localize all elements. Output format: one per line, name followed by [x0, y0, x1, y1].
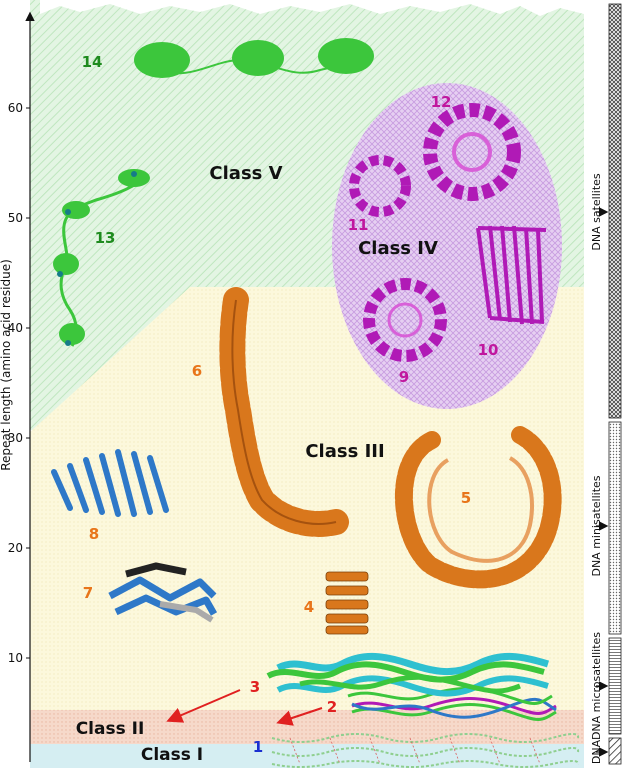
- dna-bars: DNA satellites DNA minisatellites DNA mi…: [590, 3, 622, 765]
- structure-7: [108, 562, 218, 623]
- red-arrows: [166, 689, 323, 726]
- structure-3: [266, 652, 550, 697]
- dna-satellites-label: DNA satellites: [590, 173, 603, 251]
- top-white-edge: [40, 0, 584, 16]
- class-iv-label: Class IV: [358, 238, 438, 259]
- structure-11: [349, 155, 411, 217]
- structure-6: [219, 287, 349, 537]
- number-13: 13: [95, 229, 116, 247]
- y-tick-30: 30: [8, 431, 23, 445]
- structure-12: [423, 103, 521, 201]
- class-v-label: Class V: [209, 163, 282, 184]
- class2-band: [30, 710, 584, 744]
- class-ii-label: Class II: [76, 719, 145, 739]
- structure-1: [271, 733, 580, 768]
- y-axis-label: Repeat length (amino acid residue): [0, 259, 13, 471]
- structure-10: [476, 225, 547, 325]
- number-3: 3: [250, 678, 260, 696]
- number-12: 12: [431, 93, 452, 111]
- number-11: 11: [348, 216, 369, 234]
- structure-9: [363, 278, 447, 362]
- dna-minisatellites-label: DNA minisatellites: [590, 475, 603, 576]
- structure-8: [51, 449, 169, 517]
- number-9: 9: [399, 368, 409, 386]
- dna-minisatellites-bar: [608, 421, 622, 635]
- dna-microsatellites-label: DNA microsatellites: [590, 632, 603, 740]
- y-tick-50: 50: [8, 211, 23, 225]
- dna-satellites-bar: [608, 3, 622, 419]
- y-tick-40: 40: [8, 321, 23, 335]
- structure-5: [394, 426, 562, 589]
- number-4: 4: [304, 598, 314, 616]
- y-axis-ticks: [26, 107, 30, 659]
- number-10: 10: [478, 341, 499, 359]
- number-5: 5: [461, 489, 471, 507]
- class-i-label: Class I: [141, 745, 203, 765]
- number-7: 7: [83, 584, 93, 602]
- number-8: 8: [89, 525, 99, 543]
- structure-4: [325, 571, 369, 635]
- y-tick-10: 10: [8, 651, 23, 665]
- number-1: 1: [253, 738, 263, 756]
- dna-nano-bar: [608, 737, 622, 765]
- structure-13: [53, 169, 150, 347]
- dna-nano-label: DNA: [590, 739, 603, 764]
- class-iii-label: Class III: [305, 441, 384, 462]
- structure-2: [347, 687, 557, 721]
- number-14: 14: [82, 53, 103, 71]
- y-tick-60: 60: [8, 101, 23, 115]
- number-6: 6: [192, 362, 202, 380]
- y-tick-20: 20: [8, 541, 23, 555]
- structure-14: [134, 38, 374, 78]
- number-2: 2: [327, 698, 337, 716]
- y-axis: 10 20 30 40 50 60 Repeat length (amino a…: [0, 11, 35, 762]
- dna-microsatellites-bar: [608, 637, 622, 735]
